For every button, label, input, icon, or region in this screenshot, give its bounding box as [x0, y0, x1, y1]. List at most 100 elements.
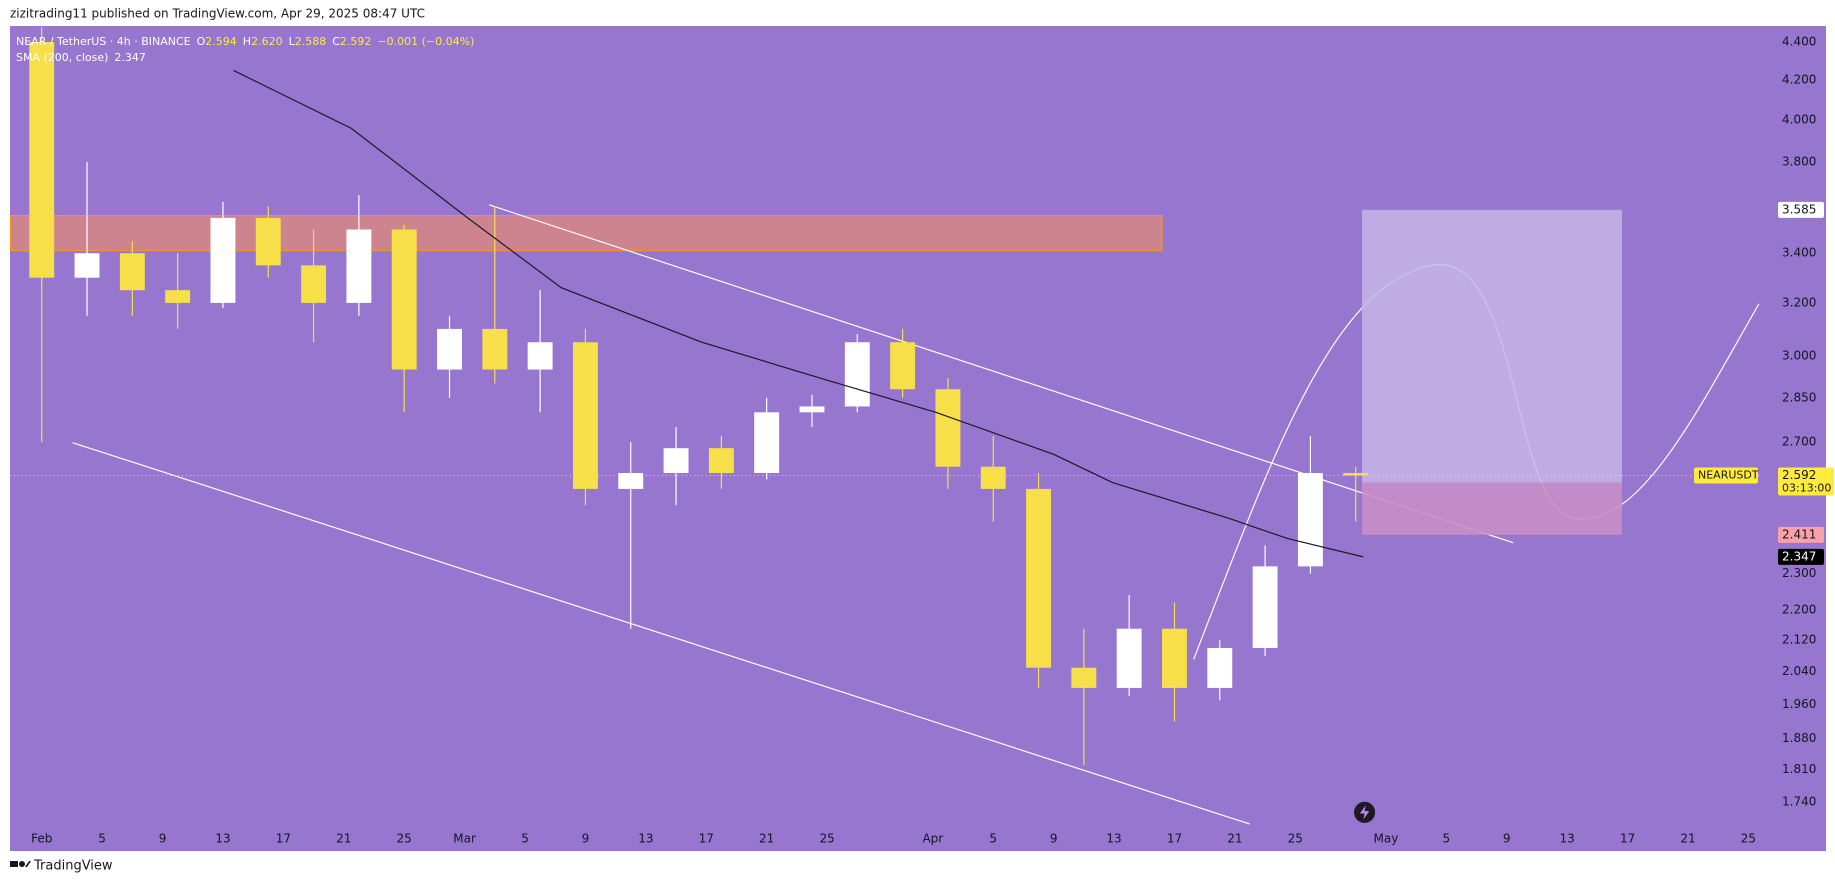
header: zizitrading11 published on TradingView.c…: [10, 7, 425, 21]
candle-body: [1297, 473, 1323, 567]
y-tick-label: 1.810: [1782, 762, 1816, 776]
legend-value: 2.594: [205, 35, 237, 48]
channel-lower: [72, 442, 1251, 825]
y-tick-label: 2.850: [1782, 390, 1816, 404]
y-tick-label: 2.300: [1782, 566, 1816, 580]
y-tick-label: 3.400: [1782, 246, 1816, 260]
x-tick-label: 21: [1680, 832, 1695, 846]
target-zone: [1362, 209, 1622, 483]
candle-body: [708, 448, 734, 474]
stop-tag-bg: [1778, 526, 1824, 543]
x-tick-label: 9: [1050, 832, 1058, 846]
sma-line: [233, 69, 1364, 558]
candle-body: [1026, 488, 1052, 668]
x-tick-label: 17: [1620, 832, 1635, 846]
x-tick-label: 9: [1503, 832, 1511, 846]
symbol-tag: NEARUSDT: [1698, 469, 1759, 482]
candle-body: [890, 342, 916, 390]
y-tick-label: 3.800: [1782, 155, 1816, 169]
y-tick-label: 1.880: [1782, 731, 1816, 745]
symbol-tag-bg: [1694, 467, 1758, 484]
x-tick-label: May: [1374, 832, 1399, 846]
candle-body: [346, 229, 372, 303]
last-price-tag-bg: [1778, 467, 1834, 496]
y-tick-label: 3.200: [1782, 295, 1816, 309]
x-tick-label: 9: [582, 832, 590, 846]
candle-body: [210, 217, 236, 303]
candle-body: [935, 389, 961, 467]
candle-body: [74, 253, 100, 278]
candle-body: [754, 412, 780, 474]
legend-value: 2.588: [295, 35, 327, 48]
y-tick-label: 2.040: [1782, 664, 1816, 678]
y-tick-label: 4.400: [1782, 35, 1816, 49]
x-tick-label: 17: [699, 832, 714, 846]
candle-body: [301, 265, 327, 303]
x-tick-label: Apr: [922, 832, 943, 846]
x-tick-label: 25: [819, 832, 834, 846]
candle-body: [1252, 566, 1278, 648]
stop-tag: 2.411: [1782, 527, 1816, 541]
y-tick-label: 2.200: [1782, 602, 1816, 616]
y-tick-label: 2.700: [1782, 435, 1816, 449]
candle-body: [391, 229, 417, 370]
legend-symbol-text: NEAR / TetherUS · 4h · BINANCE: [16, 35, 191, 48]
candle-body: [119, 253, 145, 291]
supply-zone: [10, 214, 1163, 252]
legend-key: C: [332, 35, 340, 48]
legend-sma-value: 2.347: [114, 51, 146, 64]
x-tick-label: 13: [638, 832, 653, 846]
candle-body: [1343, 473, 1369, 476]
candle-body: [255, 217, 281, 266]
candle-body: [844, 342, 870, 407]
legend-sma-name: SMA (200, close): [16, 51, 108, 64]
y-tick-label: 1.960: [1782, 697, 1816, 711]
y-tick-label: 4.000: [1782, 113, 1816, 127]
price-axis: 4.400 4.200 4.000 3.800 3.400 3.200 3.000 2.850…: [31, 35, 1834, 846]
legend-key: H: [243, 35, 251, 48]
channel-upper: [489, 204, 1514, 544]
y-tick-label: 2.120: [1782, 633, 1816, 647]
candle-body: [1116, 628, 1142, 688]
legend-key: L: [289, 35, 296, 48]
y-tick-label: 1.740: [1782, 795, 1816, 809]
sma-tag-bg: [1778, 548, 1824, 565]
candle-body: [618, 473, 644, 489]
x-tick-label: 5: [98, 832, 106, 846]
candle-body: [980, 466, 1006, 489]
x-tick-label: 21: [759, 832, 774, 846]
target-tag-bg: [1778, 201, 1824, 218]
plot: [10, 27, 1762, 766]
y-tick-label: 4.200: [1782, 73, 1816, 87]
footer: TradingView: [33, 859, 113, 874]
x-tick-label: 9: [159, 832, 167, 846]
legend-key: O: [197, 35, 206, 48]
x-tick-label: Mar: [453, 832, 476, 846]
x-tick-label: 25: [397, 832, 412, 846]
x-tick-label: 13: [1560, 832, 1575, 846]
x-tick-label: 25: [1288, 832, 1303, 846]
x-tick-label: 17: [1167, 832, 1182, 846]
target-tag: 3.585: [1782, 202, 1816, 216]
candle-body: [29, 42, 55, 278]
candle-body: [799, 406, 825, 413]
last-price-tag: 2.592: [1782, 468, 1816, 482]
candle-body: [663, 448, 689, 474]
x-tick-label: 13: [1106, 832, 1121, 846]
x-tick-label: 13: [215, 832, 230, 846]
candle-body: [527, 342, 553, 370]
candle-body: [1162, 628, 1187, 688]
x-tick-label: 25: [1741, 832, 1756, 846]
drawings: [10, 204, 1760, 825]
x-tick-label: 5: [521, 832, 529, 846]
candle-body: [1207, 647, 1233, 688]
x-tick-label: 17: [276, 832, 291, 846]
alert-icon-bolt: [1359, 805, 1370, 820]
x-tick-label: 5: [989, 832, 997, 846]
candle-body: [437, 328, 462, 370]
candle-body: [482, 328, 508, 370]
legend-symbol: NEAR / TetherUS · 4h · BINANCE O2.594 H2.6…: [16, 35, 474, 48]
x-tick-label: 21: [336, 832, 351, 846]
